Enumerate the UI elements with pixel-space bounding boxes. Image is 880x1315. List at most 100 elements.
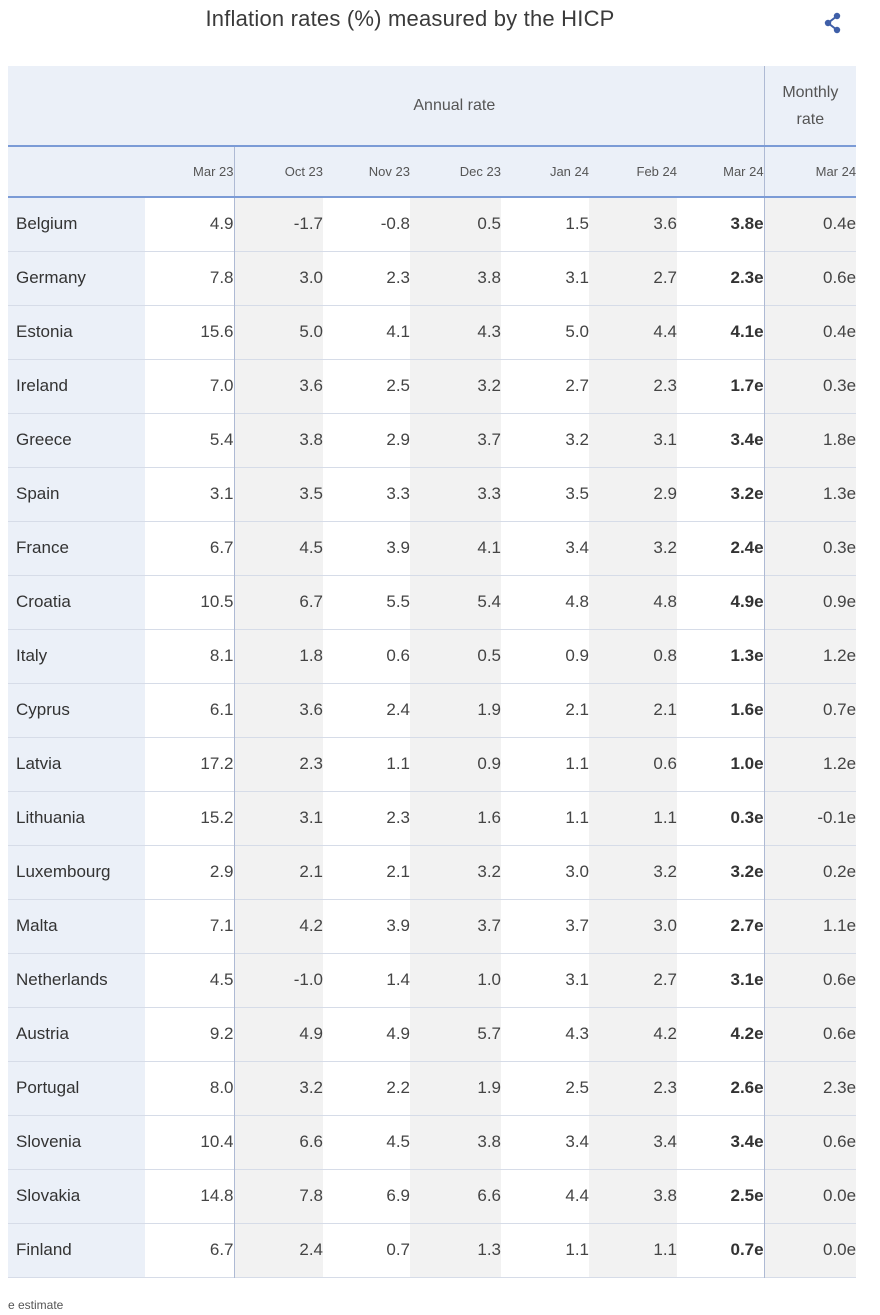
country-cell: Portugal xyxy=(8,1061,145,1115)
value-cell: 6.9 xyxy=(323,1169,410,1223)
value-cell: -1.0 xyxy=(234,953,323,1007)
value-cell: 0.7e xyxy=(677,1223,765,1277)
value-cell: 4.3 xyxy=(410,305,501,359)
value-cell: 8.0 xyxy=(145,1061,235,1115)
value-cell: 1.5 xyxy=(501,197,589,251)
value-cell: 0.5 xyxy=(410,197,501,251)
value-cell: 3.3 xyxy=(410,467,501,521)
value-cell: 5.4 xyxy=(410,575,501,629)
value-cell: 1.1 xyxy=(589,791,677,845)
value-cell: 6.6 xyxy=(410,1169,501,1223)
value-cell: 3.9 xyxy=(323,899,410,953)
value-cell: 7.1 xyxy=(145,899,235,953)
country-cell: Estonia xyxy=(8,305,145,359)
value-cell: -0.1e xyxy=(764,791,857,845)
value-cell: 3.8e xyxy=(677,197,765,251)
value-cell: 3.1 xyxy=(234,791,323,845)
value-cell: 1.1 xyxy=(501,791,589,845)
value-cell: 3.2e xyxy=(677,467,765,521)
value-cell: 6.7 xyxy=(145,521,235,575)
value-cell: 4.8 xyxy=(501,575,589,629)
group-header-row: Annual rate Monthly rate xyxy=(8,66,857,146)
value-cell: 2.1 xyxy=(234,845,323,899)
value-cell: 6.7 xyxy=(234,575,323,629)
country-cell: Austria xyxy=(8,1007,145,1061)
column-header: Mar 24 xyxy=(677,146,765,197)
value-cell: 2.3 xyxy=(323,251,410,305)
value-cell: 0.7 xyxy=(323,1223,410,1277)
value-cell: 5.7 xyxy=(410,1007,501,1061)
value-cell: 2.1 xyxy=(323,845,410,899)
value-cell: 2.2 xyxy=(323,1061,410,1115)
value-cell: 4.9e xyxy=(677,575,765,629)
value-cell: 1.8 xyxy=(234,629,323,683)
column-header: Mar 24 xyxy=(764,146,857,197)
value-cell: 0.7e xyxy=(764,683,857,737)
value-cell: 0.4e xyxy=(764,197,857,251)
annual-rate-header: Annual rate xyxy=(145,66,765,146)
value-cell: 3.2e xyxy=(677,845,765,899)
value-cell: 10.5 xyxy=(145,575,235,629)
monthly-rate-label: Monthly rate xyxy=(782,83,839,128)
value-cell: 0.3e xyxy=(764,521,857,575)
value-cell: 4.2e xyxy=(677,1007,765,1061)
table-row: Belgium 4.9 -1.7 -0.8 0.5 1.5 3.6 3.8e 0.4e xyxy=(8,197,857,251)
column-header: Nov 23 xyxy=(323,146,410,197)
country-cell: Germany xyxy=(8,251,145,305)
column-header-row: Mar 23 Oct 23 Nov 23 Dec 23 Jan 24 Feb 24 Mar … xyxy=(8,146,857,197)
value-cell: 4.9 xyxy=(323,1007,410,1061)
value-cell: 0.9 xyxy=(501,629,589,683)
value-cell: 3.3 xyxy=(323,467,410,521)
country-cell: Finland xyxy=(8,1223,145,1277)
value-cell: 2.5e xyxy=(677,1169,765,1223)
value-cell: 0.9 xyxy=(410,737,501,791)
table-row: Germany 7.8 3.0 2.3 3.8 3.1 2.7 2.3e 0.6e xyxy=(8,251,857,305)
value-cell: 3.1 xyxy=(145,467,235,521)
value-cell: 3.5 xyxy=(234,467,323,521)
country-cell: Italy xyxy=(8,629,145,683)
table-row: Slovakia 14.8 7.8 6.9 6.6 4.4 3.8 2.5e 0.0e xyxy=(8,1169,857,1223)
value-cell: 10.4 xyxy=(145,1115,235,1169)
country-cell: Croatia xyxy=(8,575,145,629)
table-body: Belgium 4.9 -1.7 -0.8 0.5 1.5 3.6 3.8e 0.4e Germa… xyxy=(8,197,857,1277)
country-cell: Lithuania xyxy=(8,791,145,845)
value-cell: 6.7 xyxy=(145,1223,235,1277)
footnote: e estimate xyxy=(8,1298,64,1312)
country-cell: Ireland xyxy=(8,359,145,413)
value-cell: 4.2 xyxy=(234,899,323,953)
table-row: Austria 9.2 4.9 4.9 5.7 4.3 4.2 4.2e 0.6e xyxy=(8,1007,857,1061)
value-cell: 4.9 xyxy=(234,1007,323,1061)
value-cell: 2.9 xyxy=(323,413,410,467)
share-icon[interactable] xyxy=(820,10,846,36)
table-row: Malta 7.1 4.2 3.9 3.7 3.7 3.0 2.7e 1.1e xyxy=(8,899,857,953)
value-cell: 3.7 xyxy=(410,899,501,953)
value-cell: 3.0 xyxy=(501,845,589,899)
value-cell: 1.1 xyxy=(501,737,589,791)
country-cell: Spain xyxy=(8,467,145,521)
value-cell: 0.5 xyxy=(410,629,501,683)
value-cell: 2.7e xyxy=(677,899,765,953)
value-cell: 4.5 xyxy=(145,953,235,1007)
value-cell: 1.6e xyxy=(677,683,765,737)
value-cell: 3.8 xyxy=(234,413,323,467)
value-cell: 7.0 xyxy=(145,359,235,413)
value-cell: 4.8 xyxy=(589,575,677,629)
value-cell: 3.8 xyxy=(410,1115,501,1169)
country-cell: Cyprus xyxy=(8,683,145,737)
value-cell: 3.4 xyxy=(501,521,589,575)
table-row: France 6.7 4.5 3.9 4.1 3.4 3.2 2.4e 0.3e xyxy=(8,521,857,575)
table-row: Latvia 17.2 2.3 1.1 0.9 1.1 0.6 1.0e 1.2e xyxy=(8,737,857,791)
value-cell: -1.7 xyxy=(234,197,323,251)
inflation-table: Annual rate Monthly rate Mar 23 Oct 23 Nov… xyxy=(8,66,857,1278)
value-cell: 7.8 xyxy=(234,1169,323,1223)
value-cell: 7.8 xyxy=(145,251,235,305)
value-cell: 5.0 xyxy=(501,305,589,359)
value-cell: 15.6 xyxy=(145,305,235,359)
value-cell: 2.9 xyxy=(589,467,677,521)
value-cell: 3.1 xyxy=(501,251,589,305)
value-cell: 0.3e xyxy=(764,359,857,413)
value-cell: 0.6 xyxy=(323,629,410,683)
value-cell: 4.2 xyxy=(589,1007,677,1061)
value-cell: 3.6 xyxy=(234,683,323,737)
value-cell: 1.6 xyxy=(410,791,501,845)
